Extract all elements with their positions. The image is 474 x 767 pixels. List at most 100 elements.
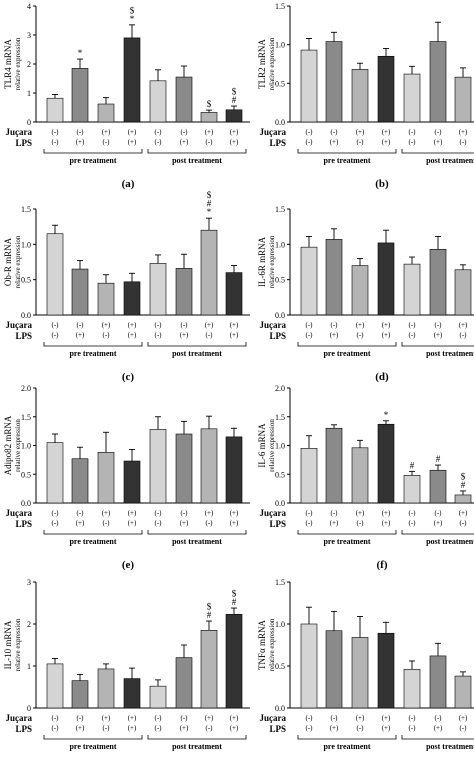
bar [200, 629, 218, 709]
y-tick-label: 1 [27, 89, 31, 98]
factor-label-lps: LPS [15, 331, 32, 341]
y-tick-label: 0.0 [275, 118, 285, 127]
condition-code-lps: (+) [330, 138, 339, 146]
condition-code-jucara: (-) [155, 509, 163, 517]
group-bracket [401, 530, 474, 535]
condition-code-jucara: (+) [382, 128, 391, 136]
significance-marker: # [410, 460, 415, 470]
y-axis-subtitle: relative expression [14, 37, 22, 90]
y-tick-label: 3 [27, 578, 31, 587]
significance-marker: $ [207, 602, 212, 612]
group-label: pre treatment [69, 742, 116, 751]
condition-code-jucara: (+) [356, 128, 365, 136]
y-tick-label: 0.0 [275, 311, 285, 320]
bar [429, 248, 447, 316]
condition-code-lps: (-) [357, 138, 365, 146]
bar [71, 458, 89, 504]
factor-label-lps: LPS [269, 138, 286, 148]
condition-code-lps: (-) [103, 724, 111, 732]
bar [325, 630, 343, 709]
bar [149, 80, 167, 123]
condition-code-lps: (+) [128, 331, 137, 339]
condition-code-lps: (+) [434, 138, 443, 146]
condition-code-lps: (+) [180, 724, 189, 732]
condition-code-lps: (+) [128, 724, 137, 732]
y-tick-label: 2 [27, 620, 31, 629]
bar [377, 242, 395, 316]
y-tick-label: 1.5 [275, 413, 285, 422]
condition-code-lps: (+) [76, 724, 85, 732]
condition-code-jucara: (+) [230, 509, 239, 517]
bar [325, 239, 343, 316]
bar [200, 112, 218, 123]
condition-code-jucara: (+) [356, 321, 365, 329]
group-label: post treatment [172, 156, 222, 165]
bar [403, 475, 421, 504]
condition-code-jucara: (-) [77, 509, 85, 517]
condition-code-lps: (-) [460, 519, 468, 527]
significance-marker: $ [461, 471, 466, 481]
group-label: post treatment [172, 537, 222, 546]
condition-code-lps: (-) [52, 519, 60, 527]
group-label: pre treatment [323, 156, 370, 165]
significance-marker: $ [130, 5, 135, 15]
significance-marker: # [232, 95, 237, 105]
group-bracket [43, 530, 143, 535]
y-axis-title: Adipo82 mRNA [3, 415, 13, 475]
condition-code-jucara: (+) [102, 509, 111, 517]
bar [429, 41, 447, 123]
factor-label-jucara: Juçara [260, 320, 287, 330]
condition-code-lps: (-) [52, 331, 60, 339]
y-axis-title: IL-10 mRNA [3, 620, 13, 669]
group-label: pre treatment [69, 349, 116, 358]
group-bracket [401, 342, 474, 347]
condition-code-jucara: (-) [77, 128, 85, 136]
y-axis-subtitle: relative expression [268, 235, 276, 288]
bar [377, 55, 395, 123]
panel-label: (e) [122, 559, 135, 571]
condition-code-lps: (+) [382, 519, 391, 527]
condition-code-lps: (+) [180, 138, 189, 146]
condition-code-lps: (-) [306, 519, 314, 527]
significance-marker: * [207, 207, 212, 217]
bar [225, 436, 243, 504]
condition-code-jucara: (+) [230, 128, 239, 136]
group-label: pre treatment [323, 349, 370, 358]
bar [351, 637, 369, 709]
condition-code-lps: (+) [330, 331, 339, 339]
condition-code-lps: (+) [128, 138, 137, 146]
y-tick-label: 2.0 [275, 384, 285, 393]
bar [175, 76, 193, 123]
bar [71, 268, 89, 316]
y-axis-subtitle: relative expression [268, 618, 276, 671]
group-bracket [147, 530, 247, 535]
condition-code-jucara: (-) [155, 321, 163, 329]
condition-code-lps: (-) [103, 331, 111, 339]
y-tick-label: 0.5 [275, 470, 285, 479]
significance-marker: $ [207, 99, 212, 109]
factor-label-jucara: Juçara [260, 508, 287, 518]
factor-label-jucara: Juçara [6, 508, 33, 518]
condition-code-lps: (-) [409, 138, 417, 146]
significance-marker: * [384, 410, 389, 420]
bar [71, 68, 89, 123]
condition-code-lps: (+) [382, 331, 391, 339]
y-axis-title: TNFα mRNA [257, 620, 267, 670]
condition-code-jucara: (-) [52, 509, 60, 517]
bar [175, 268, 193, 316]
y-tick-label: 0.0 [21, 311, 31, 320]
factor-label-jucara: Juçara [260, 127, 287, 137]
condition-code-jucara: (-) [331, 509, 339, 517]
bar [300, 448, 318, 504]
bar [300, 49, 318, 123]
condition-code-jucara: (+) [230, 321, 239, 329]
y-tick-label: 1.5 [21, 413, 31, 422]
condition-code-jucara: (+) [205, 321, 214, 329]
condition-code-jucara: (+) [459, 509, 468, 517]
condition-code-lps: (-) [206, 724, 214, 732]
condition-code-jucara: (-) [409, 714, 417, 722]
group-bracket [297, 342, 397, 347]
bar [97, 103, 115, 123]
group-label: pre treatment [323, 537, 370, 546]
